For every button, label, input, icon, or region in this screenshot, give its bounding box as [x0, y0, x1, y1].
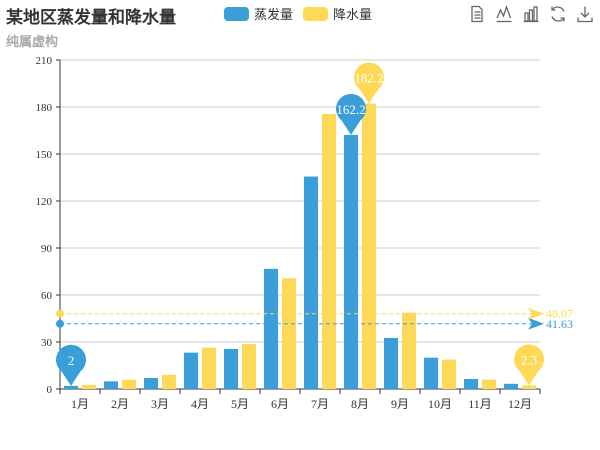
x-tick-label: 3月	[151, 397, 169, 411]
bar[interactable]	[424, 357, 438, 389]
mark-point-pin[interactable]	[514, 344, 545, 386]
average-line-start	[56, 319, 64, 328]
legend-label-precipitation: 降水量	[333, 8, 373, 23]
y-tick-label: 30	[41, 337, 53, 349]
y-tick-label: 180	[36, 102, 53, 114]
bar[interactable]	[82, 384, 96, 389]
bar[interactable]	[242, 344, 256, 389]
bar[interactable]	[362, 103, 376, 389]
x-tick-label: 11月	[468, 397, 492, 411]
mark-point-pin[interactable]	[56, 344, 86, 386]
x-tick-label: 9月	[391, 397, 409, 411]
x-tick-label: 12月	[508, 397, 532, 411]
bar[interactable]	[504, 383, 518, 389]
bar[interactable]	[384, 337, 398, 389]
average-line-label: 48.07	[546, 307, 573, 321]
x-tick-label: 1月	[71, 397, 89, 411]
bar[interactable]	[322, 113, 336, 389]
mark-point-label: 2	[68, 353, 75, 368]
x-tick-label: 5月	[231, 397, 249, 411]
bar[interactable]	[264, 268, 278, 389]
y-tick-label: 90	[41, 243, 53, 255]
mark-point-label: 162.2	[336, 102, 365, 117]
x-tick-label: 7月	[311, 397, 329, 411]
mark-point-pin[interactable]	[335, 93, 367, 135]
line-chart-icon[interactable]	[495, 5, 513, 23]
chart-title: 某地区蒸发量和降水量	[6, 8, 176, 28]
bar-chart-icon[interactable]	[522, 5, 540, 23]
average-line-start	[56, 309, 64, 318]
legend-swatch-evaporation	[224, 6, 249, 21]
average-line-arrow	[528, 317, 544, 330]
average-line-arrow	[528, 307, 544, 320]
bar[interactable]	[464, 378, 478, 389]
bar[interactable]	[224, 348, 238, 389]
y-tick-label: 0	[47, 384, 53, 396]
y-tick-label: 150	[36, 149, 53, 161]
bar[interactable]	[282, 278, 296, 389]
legend: 蒸发量 降水量	[224, 4, 372, 23]
bar[interactable]	[184, 352, 198, 389]
bar[interactable]	[144, 378, 158, 389]
bar[interactable]	[442, 359, 456, 389]
x-tick-label: 6月	[271, 397, 289, 411]
data-view-icon[interactable]	[468, 5, 486, 23]
bar[interactable]	[122, 379, 136, 389]
bar[interactable]	[304, 176, 318, 389]
bar[interactable]	[162, 374, 176, 389]
bar[interactable]	[522, 385, 536, 389]
x-tick-label: 4月	[191, 397, 209, 411]
bar[interactable]	[202, 347, 216, 389]
bar[interactable]	[402, 312, 416, 389]
legend-item-precipitation[interactable]: 降水量	[303, 4, 372, 23]
bar[interactable]	[64, 385, 78, 389]
y-tick-label: 120	[36, 196, 53, 208]
y-tick-label: 60	[41, 290, 53, 302]
legend-swatch-precipitation	[303, 6, 329, 21]
average-line-label: 41.63	[546, 317, 573, 331]
x-tick-label: 10月	[428, 397, 452, 411]
x-tick-label: 8月	[351, 397, 369, 411]
legend-label-evaporation: 蒸发量	[254, 8, 294, 23]
chart-subtitle: 纯属虚构	[6, 35, 59, 50]
bar[interactable]	[482, 379, 496, 389]
y-tick-label: 210	[36, 55, 53, 67]
save-image-icon[interactable]	[576, 5, 594, 23]
toolbox	[468, 5, 594, 23]
restore-icon[interactable]	[549, 5, 567, 23]
mark-point-label: 2.3	[521, 352, 537, 367]
bar[interactable]	[104, 381, 118, 389]
mark-point-pin[interactable]	[354, 62, 385, 104]
bar[interactable]	[344, 134, 358, 389]
legend-item-evaporation[interactable]: 蒸发量	[224, 4, 293, 23]
x-tick-label: 2月	[111, 397, 129, 411]
mark-point-label: 182.2	[354, 71, 383, 86]
